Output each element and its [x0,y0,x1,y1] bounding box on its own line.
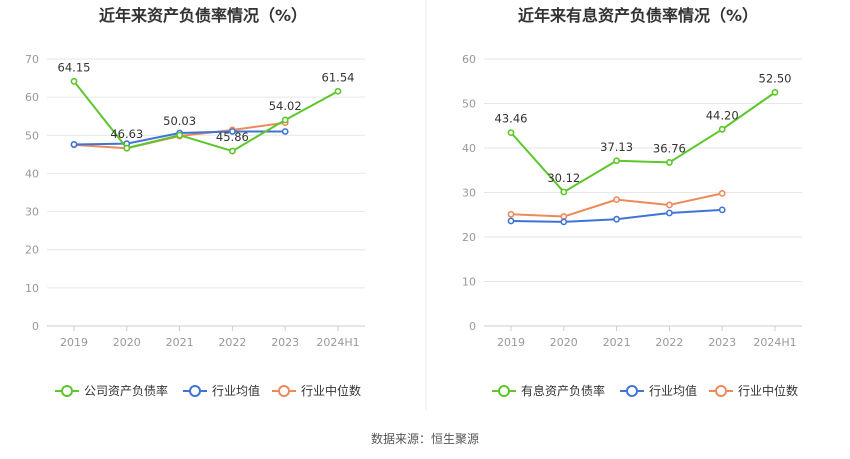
x-tick-label: 2022 [218,336,246,349]
y-tick-label: 10 [462,276,476,289]
data-point [560,188,568,196]
x-tick-label: 2019 [60,336,88,349]
legend-label: 公司资产负债率 [84,383,168,398]
y-tick-label: 60 [25,91,39,104]
y-tick-label: 10 [25,282,39,295]
data-point [613,215,620,223]
data-label: 54.02 [269,99,302,113]
legend-item: 有息资产负债率 [492,383,605,398]
data-point [613,196,620,204]
chart-2: 近年来有息资产负债率情况（%） 0 10 20 30 40 50 60 2019 2020 2021… [462,6,802,398]
chart-title: 近年来有息资产负债率情况（%） [518,6,758,25]
legend-marker [626,385,638,397]
x-tick-label: 2019 [497,336,525,349]
x-tick-label: 2020 [113,336,141,349]
data-point [507,210,515,218]
y-tick-label: 40 [462,142,476,155]
legend-label: 行业中位数 [738,383,798,398]
data-label: 37.13 [600,140,633,154]
data-label: 52.50 [759,71,792,85]
data-label: 46.63 [110,127,143,141]
data-point [771,88,779,96]
legend-label: 有息资产负债率 [521,383,605,398]
data-source: 数据来源：恒生聚源 [371,431,479,446]
chart-1: 近年来资产负债率情况（%） 0 10 20 30 40 50 60 70 2019 2020 2021… [25,6,365,398]
x-tick-label: 2021 [603,336,631,349]
data-point [70,141,78,148]
legend-marker [278,385,290,397]
data-point [507,217,515,225]
y-tick-label: 0 [32,320,39,333]
series-line [510,91,776,193]
legend-marker [498,385,510,397]
legend-marker [189,385,201,397]
data-label: 61.54 [322,70,355,84]
data-point [123,144,131,152]
y-tick-label: 40 [25,167,39,180]
x-tick-label: 2020 [550,336,578,349]
data-label: 50.03 [163,114,196,128]
x-tick-label: 2021 [166,336,194,349]
data-label: 45.86 [216,130,249,144]
y-tick-label: 50 [462,98,476,111]
data-point [718,189,726,197]
series-line [73,80,339,153]
y-tick-label: 30 [25,206,39,219]
x-tick-label: 2022 [655,336,683,349]
data-label: 36.76 [653,141,686,155]
data-point [718,206,726,214]
y-tick-label: 30 [462,187,476,200]
data-point [70,77,78,85]
data-point [666,209,673,217]
legend-label: 行业均值 [212,383,260,398]
legend-item: 行业均值 [620,383,697,398]
legend-marker [61,385,73,397]
chart-title: 近年来资产负债率情况（%） [99,6,307,25]
legend-label: 行业中位数 [301,383,361,398]
data-label: 64.15 [58,60,91,74]
data-point [666,159,673,166]
x-tick-label: 2023 [271,336,299,349]
data-point [334,87,342,95]
legend-marker [715,385,727,397]
x-tick-label: 2024H1 [316,336,359,349]
y-tick-label: 60 [462,53,476,66]
y-tick-label: 50 [25,129,39,142]
data-point [718,125,726,133]
data-point [507,129,515,137]
data-point [666,201,673,209]
legend-item: 行业中位数 [709,383,798,398]
x-tick-label: 2023 [708,336,736,349]
data-point [281,116,289,124]
legend-item: 公司资产负债率 [55,383,168,398]
data-point [281,128,289,135]
y-tick-label: 0 [469,320,476,333]
data-label: 30.12 [547,171,580,185]
data-label: 44.20 [706,108,739,122]
data-label: 43.46 [495,112,528,126]
legend-label: 行业均值 [649,383,697,398]
y-tick-label: 20 [25,244,39,257]
data-point [560,218,568,226]
x-tick-label: 2024H1 [753,336,796,349]
data-point [228,128,236,135]
data-point [560,213,568,220]
legend-item: 行业均值 [183,383,260,398]
y-tick-label: 70 [25,53,39,66]
data-point [228,147,236,155]
data-point [613,157,620,165]
data-point [176,131,183,139]
legend-item: 行业中位数 [272,383,361,398]
y-tick-label: 20 [462,231,476,244]
